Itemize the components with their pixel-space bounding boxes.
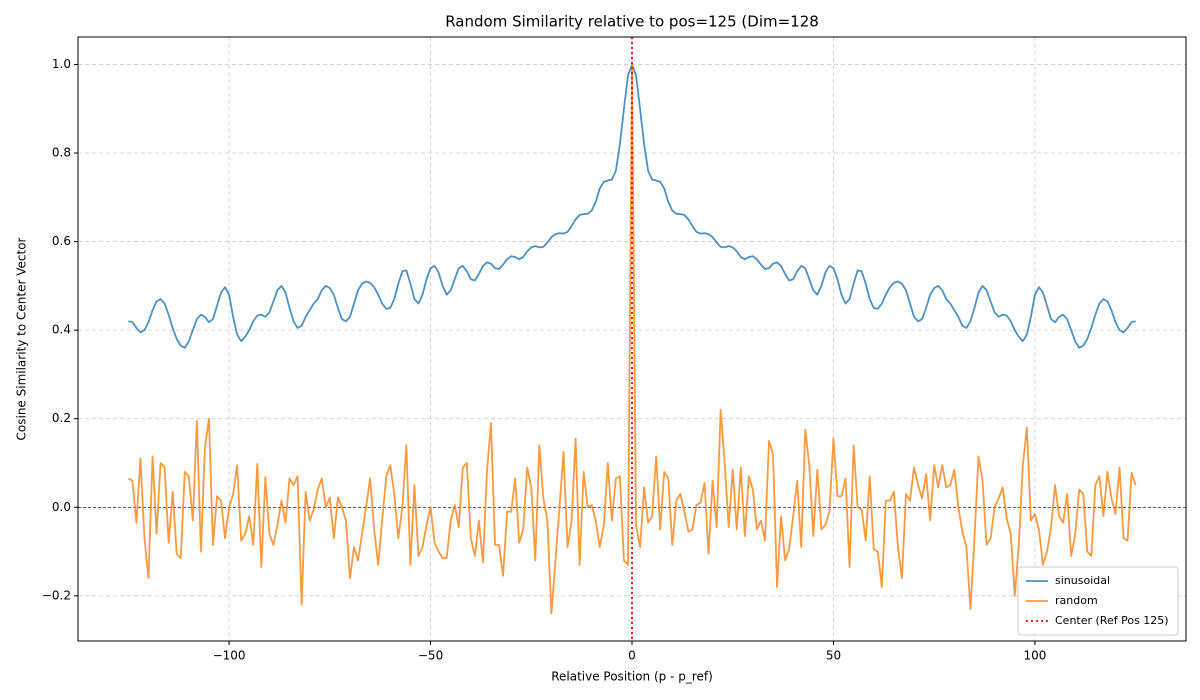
x-tick-label: −100 xyxy=(213,649,246,663)
x-tick-label: −50 xyxy=(418,649,443,663)
x-tick-label: 50 xyxy=(826,649,841,663)
y-tick-label: 0.6 xyxy=(52,234,71,248)
y-tick-label: −0.2 xyxy=(42,588,71,602)
y-tick-label: 0.2 xyxy=(52,411,71,425)
x-axis-label: Relative Position (p - p_ref) xyxy=(551,670,713,684)
legend-label: Center (Ref Pos 125) xyxy=(1055,614,1169,627)
x-tick-label: 0 xyxy=(628,649,636,663)
series-line xyxy=(127,63,1137,615)
y-axis-label: Cosine Similarity to Center Vector xyxy=(15,237,29,440)
x-tick-label: 100 xyxy=(1023,649,1046,663)
legend: sinusoidal random Center (Ref Pos 125) xyxy=(1017,566,1179,636)
legend-box xyxy=(1017,566,1179,636)
y-tick-label: 0.8 xyxy=(52,146,71,160)
plot-frame xyxy=(77,36,1187,642)
legend-label: sinusoidal xyxy=(1055,574,1110,587)
chart-title: Random Similarity relative to pos=125 (D… xyxy=(445,13,819,31)
y-tick-label: 0.0 xyxy=(52,500,71,514)
y-tick-label: 1.0 xyxy=(52,57,71,71)
y-tick-label: 0.4 xyxy=(52,323,71,337)
legend-label: random xyxy=(1055,594,1098,607)
